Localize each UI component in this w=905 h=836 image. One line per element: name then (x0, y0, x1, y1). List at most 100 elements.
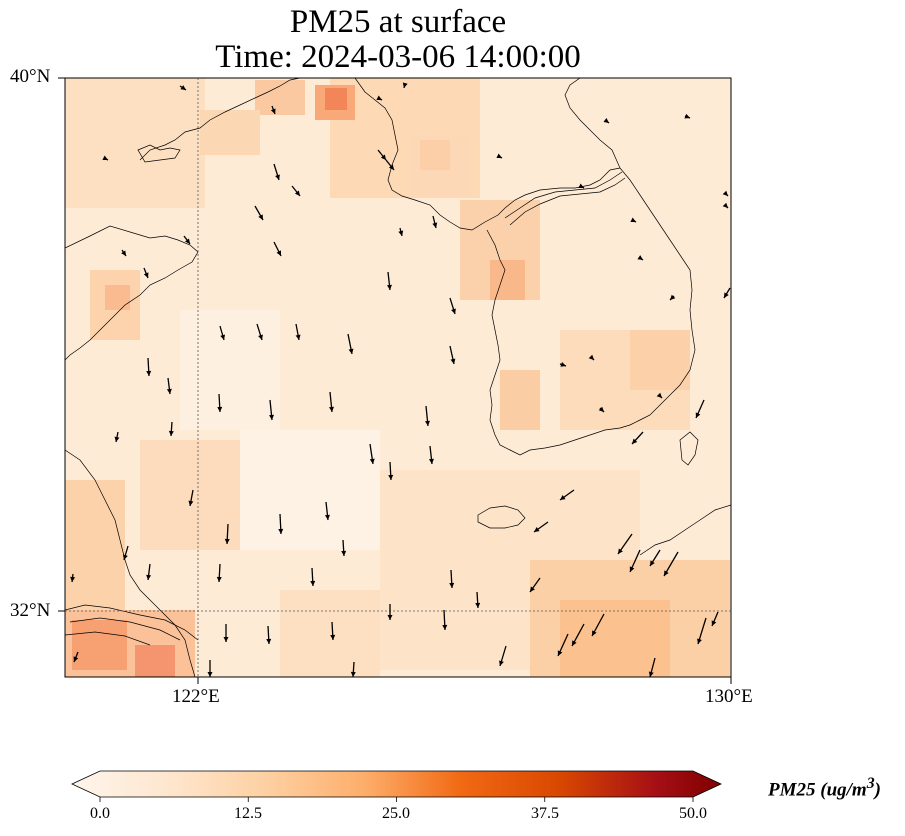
wind-arrow-head (428, 458, 434, 464)
wind-arrow-head (166, 388, 172, 394)
wind-arrow-head (451, 308, 456, 314)
wind-arrow-head (560, 495, 566, 500)
lat-tick-32: 32°N (10, 600, 51, 621)
lon-tick-122: 122°E (172, 686, 220, 707)
colorbar-tick: 37.5 (531, 805, 559, 822)
wind-arrow-head (168, 430, 174, 436)
wind-arrow-head (618, 548, 623, 554)
wind-arrow-head (684, 113, 690, 119)
lat-tick-40: 40°N (10, 66, 51, 87)
wind-arrow-head (398, 230, 404, 236)
wind-arrow-head (258, 214, 263, 220)
wind-arrow-head (348, 348, 354, 354)
wind-arrow-head (592, 630, 597, 636)
wind-arrow-head (146, 370, 152, 376)
wind-arrow-head (697, 638, 702, 644)
wind-arrow-head (449, 582, 455, 588)
wind-arrow-head (270, 108, 276, 114)
wind-arrow-head (450, 358, 456, 364)
map-title-line2: Time: 2024-03-06 14:00:00 (215, 39, 581, 75)
wind-arrow-head (534, 527, 540, 532)
wind-arrow-head (146, 574, 152, 580)
wind-arrow-head (310, 580, 316, 586)
wind-arrow-head (223, 637, 229, 642)
wind-arrow-head (711, 620, 717, 626)
wind-arrow-head (630, 217, 636, 222)
wind-arrow-head (388, 474, 394, 480)
wind-arrow-head (648, 671, 654, 677)
wind-arrow-head (185, 238, 190, 244)
wind-arrow-head (102, 155, 108, 160)
colorbar (71, 770, 722, 802)
wind-arrow-head (188, 500, 194, 506)
wind-arrow-head (114, 436, 120, 442)
wind-arrow-head (724, 292, 729, 298)
wind-arrow-head (258, 334, 263, 340)
wind-arrow-head (295, 334, 301, 340)
wind-arrow-head (557, 650, 563, 656)
wind-arrow-head (499, 660, 504, 666)
map-title-line1: PM25 at surface (289, 4, 507, 40)
wind-arrow-head (598, 406, 604, 412)
wind-arrow-head (294, 190, 300, 196)
wind-arrow-head (475, 602, 481, 608)
wind-arrow-head (324, 514, 330, 520)
gridlines (65, 78, 731, 677)
wind-arrow-head (224, 538, 230, 544)
colorbar-tick: 0.0 (90, 805, 110, 822)
axis-ticks (58, 77, 732, 684)
wind-arrow-head (603, 118, 609, 123)
colorbar-tick: 50.0 (679, 805, 707, 822)
wind-arrow-head (276, 250, 281, 256)
wind-arrow-head (380, 154, 386, 160)
map-frame (64, 77, 732, 678)
pm25-field (65, 78, 731, 677)
wind-arrow-head (496, 153, 502, 158)
wind-arrow-head (278, 528, 284, 534)
wind-arrow-head (70, 576, 76, 582)
wind-arrow-head (695, 412, 701, 418)
wind-arrow-head (402, 82, 408, 88)
wind-arrow-head (376, 95, 382, 100)
wind-arrow-head (572, 640, 577, 646)
wind-arrow-head (670, 294, 676, 300)
wind-arrow-head (275, 174, 280, 180)
wind-arrow-head (637, 255, 643, 260)
wind-arrow-head (220, 334, 226, 340)
wind-arrow-head (122, 554, 128, 560)
wind-arrow-head (269, 414, 274, 420)
wind-arrow-head (664, 570, 669, 576)
wind-arrow-head (650, 560, 655, 566)
wind-arrow-head (73, 656, 79, 662)
wind-vectors (70, 82, 731, 677)
wind-arrow-head (180, 85, 186, 90)
wind-arrow-head (143, 272, 149, 278)
wind-arrow-head (386, 284, 392, 290)
wind-arrow-head (350, 671, 356, 677)
wind-arrow-head (341, 550, 347, 556)
wind-arrow-head (588, 354, 594, 360)
colorbar-tick: 12.5 (234, 805, 262, 822)
wind-arrow-head (207, 672, 213, 677)
wind-arrow-head (530, 586, 535, 592)
wind-arrow-head (217, 406, 223, 412)
wind-arrow-head (560, 362, 566, 367)
wind-arrow-head (656, 392, 662, 398)
wind-arrow-head (432, 222, 438, 228)
wind-arrow-head (387, 615, 393, 620)
wind-arrow-head (722, 202, 728, 208)
wind-arrow-head (369, 458, 375, 464)
wind-arrow-head (578, 183, 584, 188)
wind-arrow-head (121, 250, 126, 256)
lon-tick-130: 130°E (705, 686, 753, 707)
wind-arrow-head (216, 576, 222, 582)
wind-arrow-head (442, 624, 448, 630)
colorbar-tick: 25.0 (382, 805, 410, 822)
coastlines (65, 78, 731, 677)
wind-arrow-head (722, 190, 728, 196)
wind-arrow-head (329, 406, 334, 412)
wind-arrow-head (629, 566, 635, 572)
wind-arrow-head (425, 420, 430, 426)
wind-arrow-head (266, 638, 272, 644)
